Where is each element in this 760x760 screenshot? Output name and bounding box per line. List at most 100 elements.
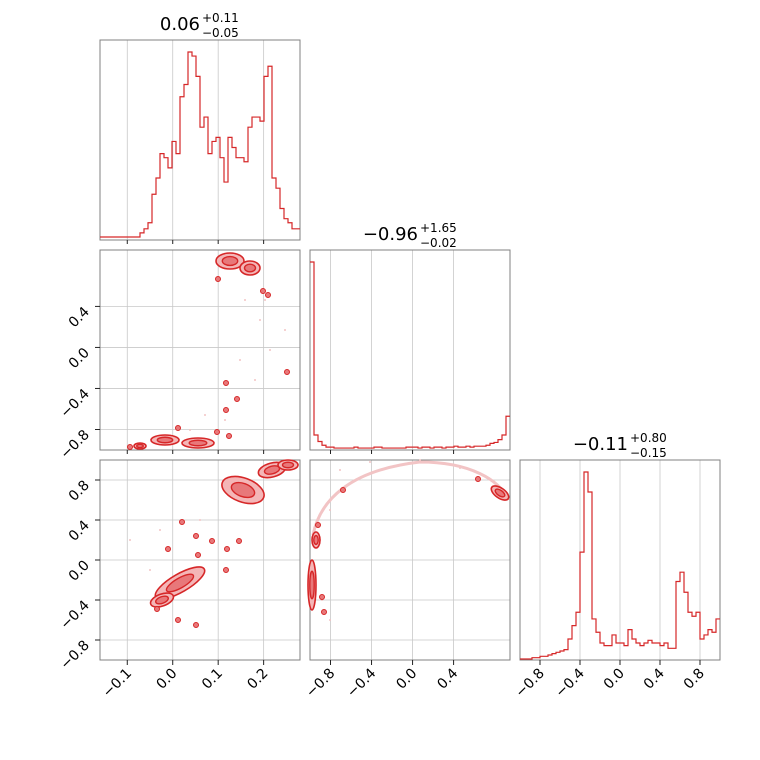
sample-point: [199, 519, 201, 521]
contour-inner: [230, 481, 256, 499]
y-tick-label-2-3: 0.4: [66, 517, 93, 544]
sample-point: [259, 319, 261, 321]
contour-2-0-c: [277, 459, 299, 471]
title-1-minus: −0.05: [202, 26, 239, 40]
sample-point: [129, 539, 131, 541]
contour-point: [209, 538, 215, 544]
contour-point: [224, 546, 230, 552]
contour-point: [165, 546, 171, 552]
panel-frame: [99, 249, 301, 451]
x-tick-label-0-3: 0.2: [244, 666, 271, 693]
contour-inner: [154, 595, 170, 605]
title-2-minus: −0.02: [420, 236, 457, 250]
contour-2-1-c: [490, 485, 510, 501]
y-tick-label-1-2: 0.0: [66, 345, 93, 372]
x-tick-label-0-0: −0.1: [100, 666, 135, 701]
title-2-plus: +1.65: [420, 221, 457, 235]
contour-point: [319, 594, 325, 600]
contour-inner: [188, 439, 208, 447]
sample-point: [419, 459, 421, 461]
y-tick-label-1-3: 0.4: [66, 304, 93, 331]
y-tick-label-1-0: −0.8: [57, 427, 92, 462]
sample-point: [189, 429, 191, 431]
contour-point: [223, 407, 229, 413]
histogram-param-1: [100, 51, 300, 238]
x-tick-label-2-4: 0.8: [681, 666, 708, 693]
contour-point: [223, 380, 229, 386]
ring-samples: [311, 460, 510, 536]
contour-point: [214, 429, 220, 435]
contour-2-1-b: [311, 531, 321, 549]
contour-point: [236, 538, 242, 544]
sample-point: [224, 419, 226, 421]
sample-point: [269, 349, 271, 351]
contour-inner: [135, 443, 144, 449]
panel-2-2: [519, 459, 721, 661]
sample-point: [239, 359, 241, 361]
title-param-3: −0.11 +0.80 −0.15: [573, 431, 667, 460]
x-tick-label-2-2: 0.0: [601, 666, 628, 693]
contour-inner: [156, 436, 174, 444]
contour-inner: [309, 570, 315, 600]
histogram-param-3: [520, 471, 720, 660]
title-param-1: 0.06 +0.11 −0.05: [160, 11, 239, 40]
sample-point: [244, 299, 246, 301]
sample-point: [329, 509, 331, 511]
sample-point: [284, 329, 286, 331]
contour-point: [175, 425, 181, 431]
contour-point: [265, 292, 271, 298]
contour-point: [340, 487, 346, 493]
samples-2-0: [129, 519, 241, 571]
x-tick-label-1-0: −0.8: [303, 666, 338, 701]
y-tick-label-2-1: −0.4: [57, 597, 92, 632]
contour-1-0-b: [239, 260, 261, 276]
contour-inner: [494, 488, 506, 498]
title-1-plus: +0.11: [202, 11, 239, 25]
y-tick-label-2-0: −0.8: [57, 638, 92, 673]
panel-frame: [99, 39, 301, 241]
x-tick-label-2-1: −0.4: [552, 665, 587, 700]
panel-frame: [309, 459, 511, 661]
svg-text:−0.96: −0.96: [363, 224, 418, 245]
y-tick-label-2-2: 0.0: [66, 558, 93, 585]
contour-1-0-d: [181, 437, 215, 449]
samples-2-1: [319, 459, 461, 621]
x-tick-label-0-2: 0.1: [199, 666, 226, 693]
x-tick-label-1-2: 0.0: [393, 666, 420, 693]
title-3-minus: −0.15: [630, 446, 667, 460]
contour-point: [154, 606, 160, 612]
y-tick-label-1-1: −0.4: [57, 386, 92, 421]
contour-inner: [165, 573, 195, 593]
contour-point: [260, 288, 266, 294]
contour-point: [284, 369, 290, 375]
contour-1-0-a: [215, 252, 245, 270]
samples-1-0: [189, 299, 286, 431]
title-param-2: −0.96 +1.65 −0.02: [363, 221, 457, 250]
title-3-median: −0.11: [573, 434, 628, 455]
x-tick-label-2-0: −0.8: [512, 666, 547, 701]
x-tick-label-1-1: −0.4: [344, 665, 379, 700]
contour-point: [215, 276, 221, 282]
histogram-param-2: [310, 261, 510, 449]
contour-inner: [281, 461, 295, 469]
sample-point: [339, 469, 341, 471]
panel-1-0: [99, 249, 301, 451]
contour-point: [234, 396, 240, 402]
contour-point: [195, 552, 201, 558]
sample-point: [369, 461, 371, 463]
contour-point: [179, 519, 185, 525]
sample-point: [149, 569, 151, 571]
contour-inner: [243, 263, 257, 273]
contour-point: [193, 622, 199, 628]
contour-point: [315, 522, 321, 528]
x-tick-label-1-3: 0.4: [434, 665, 461, 692]
contour-inner: [221, 255, 239, 267]
sample-point: [159, 529, 161, 531]
panel-2-0: [99, 459, 301, 661]
sample-point: [264, 299, 266, 301]
contour-point: [193, 533, 199, 539]
y-tick-label-2-4: 0.8: [66, 478, 93, 505]
panel-frame: [309, 249, 511, 451]
contour-point: [223, 567, 229, 573]
contour-point: [475, 476, 481, 482]
